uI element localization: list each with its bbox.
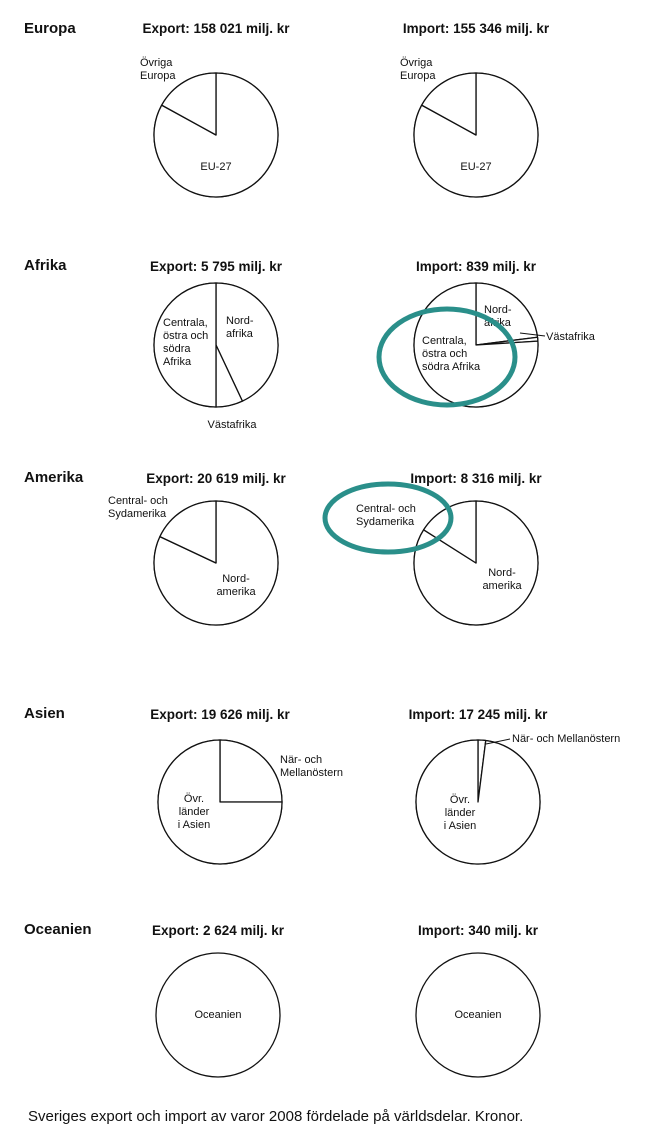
region-heading: Oceanien: [24, 921, 92, 938]
slice-label: När- och Mellanöstern: [280, 754, 343, 779]
highlight-ellipse: [322, 481, 454, 555]
pie-slice: [159, 500, 217, 564]
pie-slice: [161, 72, 217, 136]
chart-title: Import: 155 346 milj. kr: [403, 21, 550, 36]
region-heading: Europa: [24, 20, 76, 37]
slice-label: Central- och Sydamerika: [356, 503, 416, 528]
chart-title: Export: 20 619 milj. kr: [146, 471, 286, 486]
region-heading: Asien: [24, 705, 65, 722]
pie-slice-outline: [155, 952, 281, 1078]
pie-slice-outline: [415, 952, 541, 1078]
slice-label: Centrala, östra och södra Afrika: [422, 335, 481, 373]
chart-title: Import: 839 milj. kr: [416, 259, 537, 274]
slice-label: Övr. länder i Asien: [444, 794, 476, 832]
slice-label: Övriga Europa: [140, 57, 176, 82]
pie-slice: [421, 72, 477, 136]
chart-title: Export: 2 624 milj. kr: [152, 923, 285, 938]
slice-label: Västafrika: [208, 419, 258, 431]
slice-label: Oceanien: [194, 1009, 241, 1021]
chart-title: Export: 5 795 milj. kr: [150, 259, 283, 274]
slice-label: Västafrika: [546, 331, 596, 343]
figure-caption: Sveriges export och import av varor 2008…: [28, 1108, 524, 1125]
slice-label: Övriga Europa: [400, 57, 436, 82]
slice-label: Nord-amerika: [482, 567, 522, 592]
slice-label: Centrala, östra och södra Afrika: [163, 317, 208, 368]
chart-title: Import: 8 316 milj. kr: [410, 471, 542, 486]
pie-slice: [415, 739, 541, 865]
pie-slice: [219, 739, 283, 803]
region-heading: Amerika: [24, 469, 84, 486]
slice-label: Oceanien: [454, 1009, 501, 1021]
chart-title: Export: 19 626 milj. kr: [150, 707, 290, 722]
slice-label: EU-27: [460, 161, 491, 173]
chart-title: Export: 158 021 milj. kr: [142, 21, 290, 36]
slice-label: EU-27: [200, 161, 231, 173]
highlight-ellipse: [376, 306, 518, 408]
pie-slice: [215, 282, 279, 402]
region-heading: Afrika: [24, 257, 67, 274]
chart-title: Import: 340 milj. kr: [418, 923, 539, 938]
leader-line: [519, 332, 546, 337]
leader-line: [485, 738, 511, 745]
slice-label: Nord-afrika: [226, 315, 254, 340]
slice-label: Övr. länder i Asien: [178, 793, 210, 831]
slice-label: Central- och Sydamerika: [108, 495, 168, 520]
slice-label: När- och Mellanöstern: [512, 733, 620, 745]
chart-title: Import: 17 245 milj. kr: [409, 707, 549, 722]
slice-label: Nord-amerika: [216, 573, 256, 598]
pie-slice: [153, 282, 217, 408]
pie-slice: [157, 739, 283, 865]
pie-slice: [475, 282, 539, 346]
